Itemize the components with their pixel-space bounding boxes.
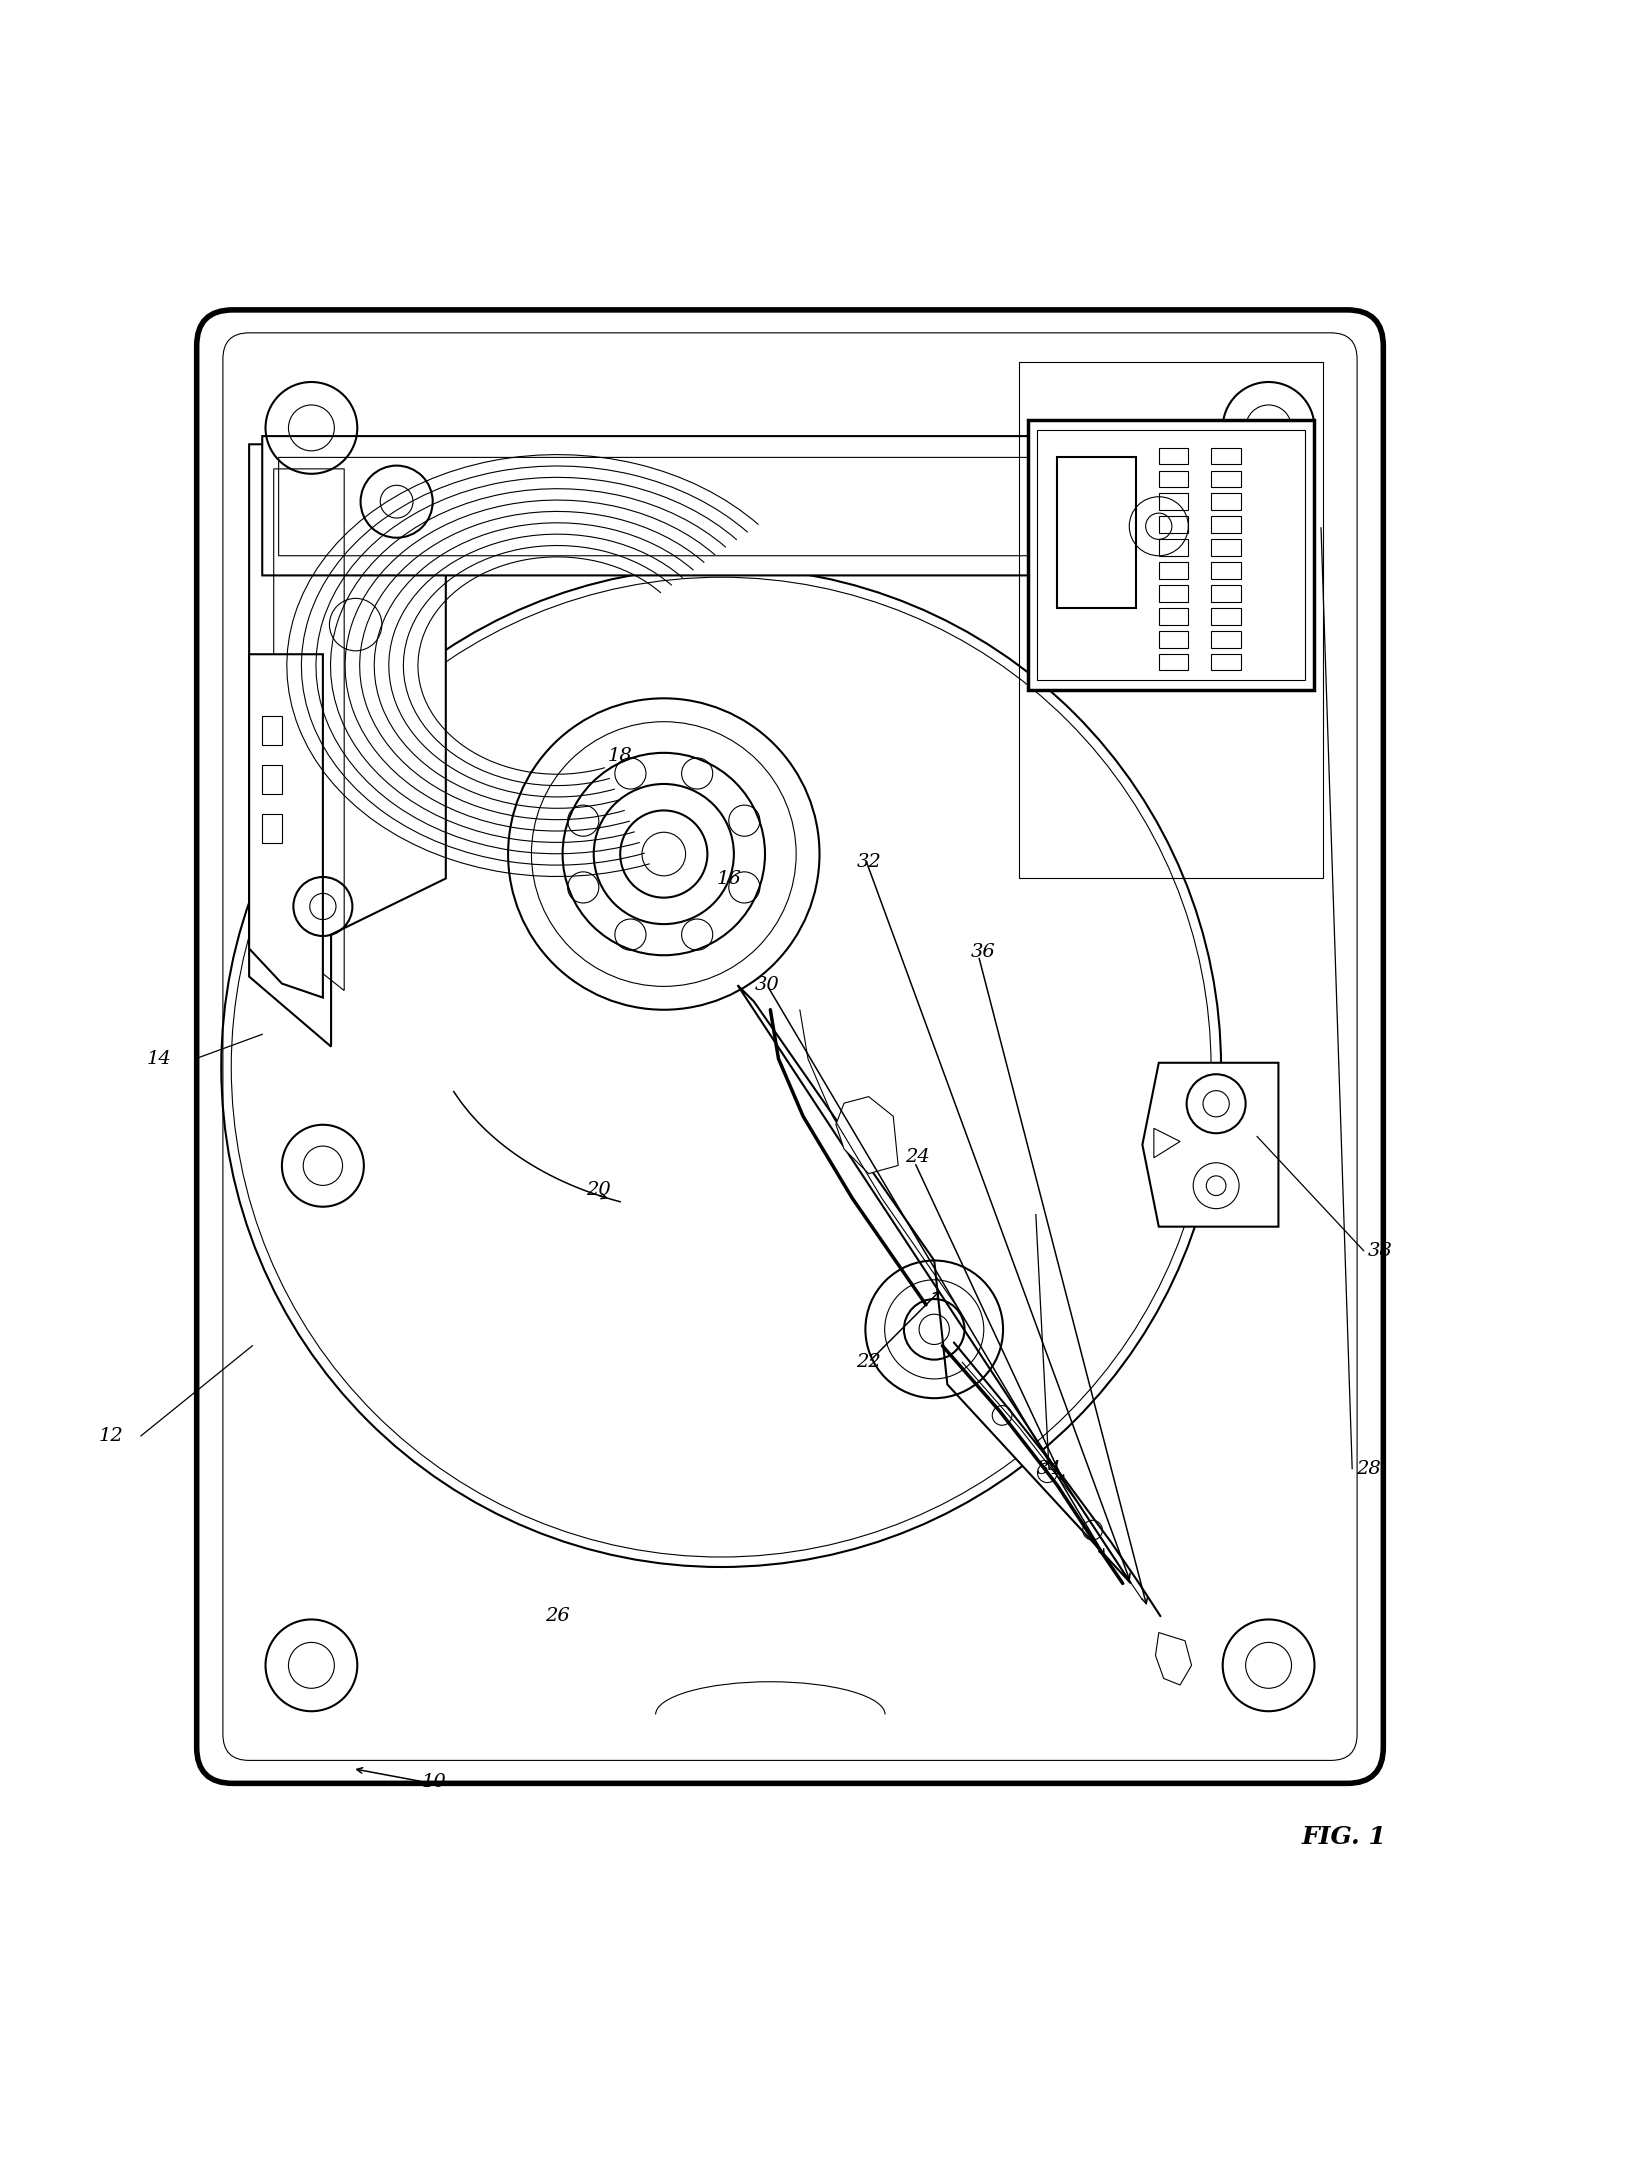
Text: 30: 30 (754, 975, 780, 995)
Bar (1057, 457, 1136, 609)
Bar (1159, 585, 1188, 602)
Bar (262, 815, 282, 843)
FancyBboxPatch shape (197, 310, 1383, 1783)
Bar (1159, 540, 1188, 555)
Bar (262, 715, 282, 745)
Bar (1211, 654, 1241, 670)
Bar (262, 765, 282, 795)
Bar (1159, 470, 1188, 488)
Bar (1028, 420, 1314, 689)
Text: 34: 34 (1036, 1461, 1062, 1478)
Text: 20: 20 (585, 1181, 611, 1198)
Text: 24: 24 (905, 1149, 931, 1166)
Bar (1211, 609, 1241, 624)
Text: 28: 28 (1355, 1461, 1382, 1478)
Text: 10: 10 (421, 1773, 447, 1790)
Bar (1211, 540, 1241, 555)
Text: 22: 22 (856, 1352, 882, 1372)
Bar (1211, 561, 1241, 579)
Text: 14: 14 (146, 1051, 172, 1068)
Polygon shape (262, 436, 1183, 576)
Bar (1159, 631, 1188, 648)
Text: FIG. 1: FIG. 1 (1301, 1825, 1387, 1848)
Bar (1159, 494, 1188, 509)
Bar (1037, 429, 1305, 680)
Bar (1211, 585, 1241, 602)
Bar (1211, 470, 1241, 488)
Polygon shape (738, 986, 1131, 1584)
Polygon shape (1155, 1632, 1192, 1686)
Bar (1211, 449, 1241, 464)
Bar (1211, 494, 1241, 509)
Text: 18: 18 (606, 748, 633, 765)
Text: 12: 12 (98, 1426, 125, 1445)
Text: 26: 26 (544, 1608, 570, 1625)
Bar (1159, 609, 1188, 624)
Text: 16: 16 (716, 869, 742, 888)
Bar (1159, 654, 1188, 670)
Polygon shape (1154, 1129, 1180, 1157)
Text: 36: 36 (970, 943, 997, 962)
Polygon shape (1142, 1062, 1278, 1227)
Bar (1159, 516, 1188, 533)
Bar (1159, 449, 1188, 464)
Text: 32: 32 (856, 854, 882, 871)
Text: 38: 38 (1367, 1242, 1393, 1259)
Bar (1211, 631, 1241, 648)
Polygon shape (249, 444, 446, 1047)
Polygon shape (249, 654, 323, 997)
Polygon shape (836, 1097, 898, 1175)
Bar (1211, 516, 1241, 533)
Bar (1159, 561, 1188, 579)
